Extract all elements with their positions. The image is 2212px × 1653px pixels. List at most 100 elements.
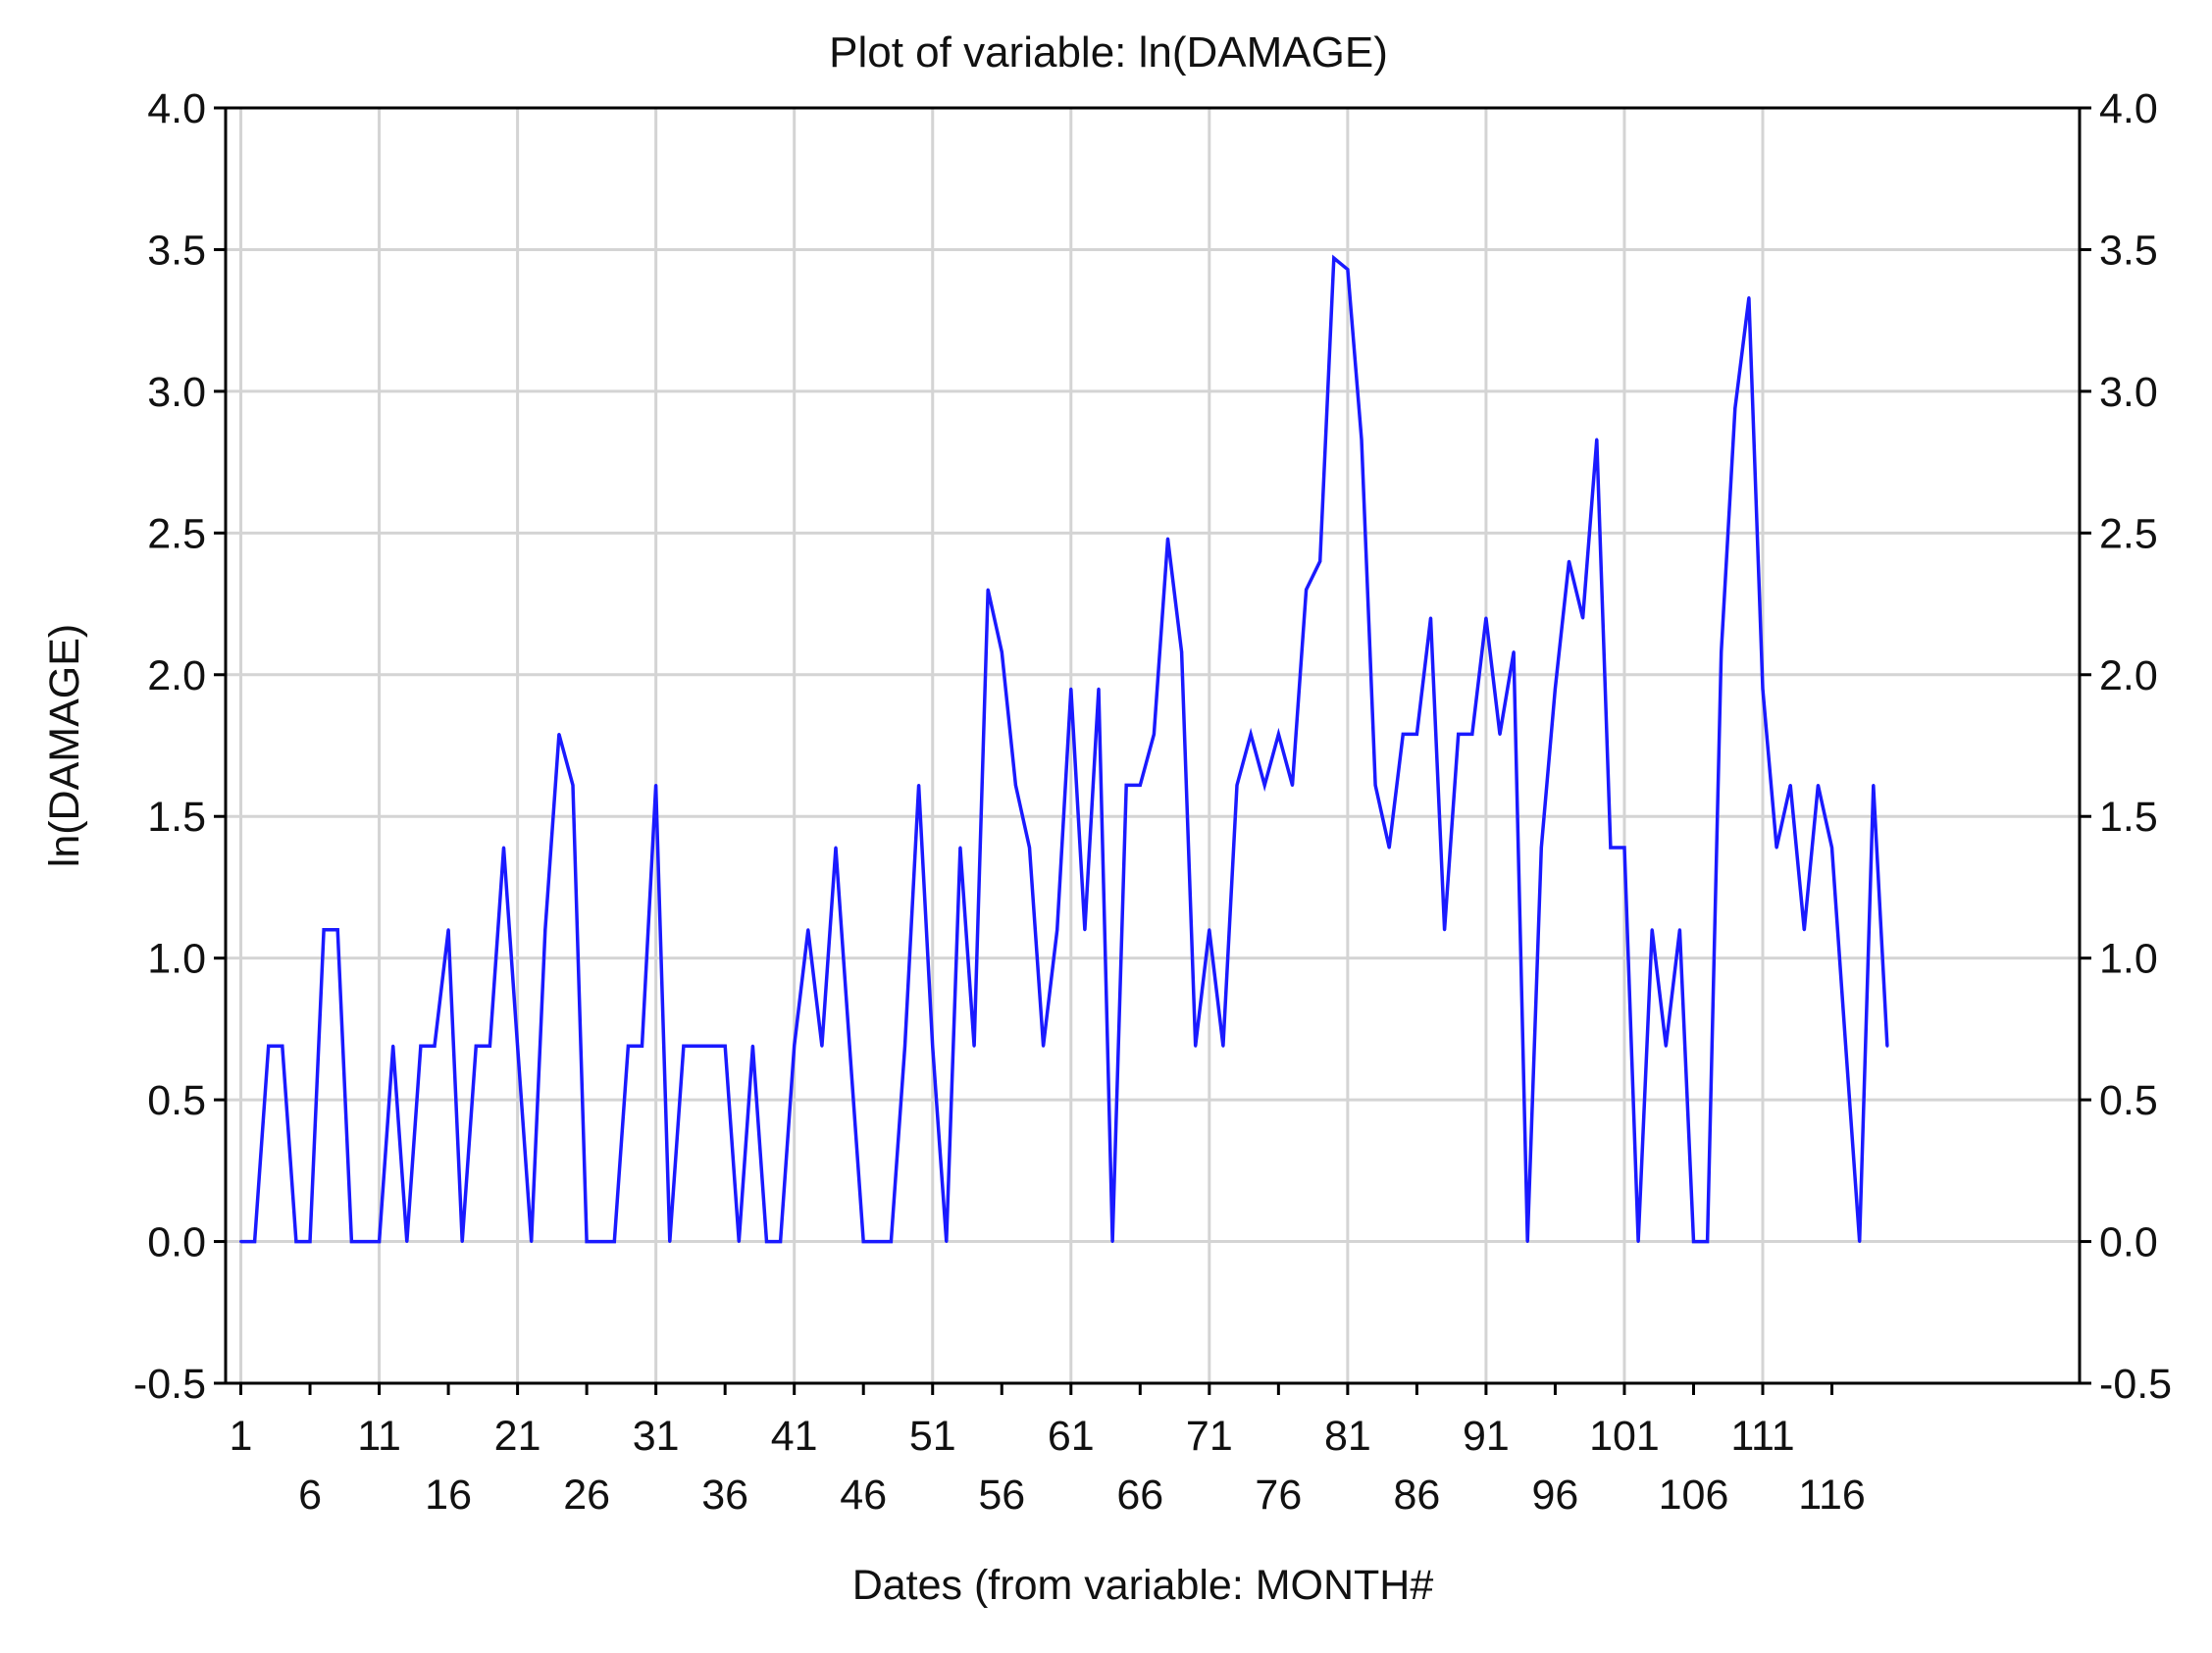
data-point [405,1240,409,1244]
data-point [1816,783,1820,787]
data-point [1124,783,1128,787]
data-point [1733,406,1737,410]
data-point [1872,783,1876,787]
data-point [834,846,838,850]
data-point [1097,687,1101,691]
y-tick-label-right: 0.5 [2099,1077,2158,1124]
x-tick-label: 61 [1048,1413,1095,1460]
data-point [598,1240,602,1244]
data-point [460,1240,464,1244]
data-point [1581,616,1585,620]
data-point [820,1044,824,1048]
data-point [1568,559,1571,563]
grid [226,108,2080,1383]
x-tick-label: 31 [633,1413,680,1460]
series-layer [239,254,1889,1244]
data-point [1691,1240,1695,1244]
y-tick-label-right: 0.0 [2099,1219,2158,1266]
data-point [1332,256,1336,260]
data-point [1595,438,1599,441]
data-point [903,1044,907,1048]
data-point [419,1044,423,1048]
data-point [945,1240,949,1244]
data-point [695,1044,699,1048]
y-tick-label-right: 4.0 [2099,85,2158,132]
x-tick-label: 41 [771,1413,818,1460]
data-point [571,783,575,787]
data-point [793,1044,797,1048]
x-tick-label: 76 [1255,1472,1302,1519]
y-tick-label-right: 2.5 [2099,510,2158,557]
data-point [1609,846,1613,850]
data-point [1013,783,1017,787]
y-tick-label-left: 4.0 [147,85,206,132]
y-tick-label-left: 1.5 [147,794,206,841]
x-tick-label: 116 [1798,1472,1866,1519]
data-point [530,1240,534,1244]
data-point [1262,783,1266,787]
data-point [750,1044,754,1048]
x-tick-label: 36 [701,1472,748,1519]
data-point [654,783,658,787]
data-point [1720,650,1723,654]
data-point [1401,732,1405,736]
data-point [1083,928,1087,932]
data-point [1512,650,1516,654]
data-point [875,1240,879,1244]
data-point [1677,928,1681,932]
data-point [1415,732,1418,736]
data-point [1553,687,1557,691]
data-point [557,732,561,736]
x-tick-label: 111 [1730,1413,1794,1460]
y-tick-label-left: 0.0 [147,1219,206,1266]
data-point [682,1044,686,1048]
y-tick-label-left: 3.0 [147,369,206,416]
data-point [931,1044,935,1048]
data-point [626,1044,630,1048]
data-point [391,1044,395,1048]
data-point [1885,1044,1889,1048]
data-point [378,1240,382,1244]
data-point [1221,1044,1225,1048]
data-point [972,1044,976,1048]
data-point [917,783,921,787]
x-tick-label: 91 [1463,1413,1510,1460]
data-point [1276,732,1280,736]
data-point [1525,1240,1529,1244]
data-point [1305,588,1309,592]
data-point [363,1240,367,1244]
x-tick-label: 56 [978,1472,1025,1519]
x-tick-label: 46 [840,1472,887,1519]
data-point [1802,928,1806,932]
data-point [889,1240,893,1244]
y-tick-label-right: -0.5 [2099,1361,2172,1408]
data-point [861,1240,865,1244]
y-tick-label-left: 1.0 [147,936,206,983]
data-point [1844,1044,1848,1048]
data-point [253,1240,257,1244]
data-point [1249,732,1253,736]
data-point [764,1240,768,1244]
y-tick-label-left: -0.5 [133,1361,206,1408]
y-tick-label-left: 2.5 [147,510,206,557]
y-axis-right: -0.5 0.0 0.5 1.0 1.5 2.0 2.5 3.0 3.5 4.0 [2080,85,2172,1408]
data-point [612,1240,616,1244]
y-axis-label: ln(DAMAGE) [41,624,88,867]
plot-frame [224,106,2082,1385]
data-point [806,928,810,932]
data-point [543,928,547,932]
y-tick-label-left: 2.0 [147,652,206,699]
data-point [779,1240,783,1244]
data-point [1484,616,1488,620]
x-tick-label: 106 [1659,1472,1729,1519]
data-point [502,846,505,850]
x-tick-label: 51 [909,1413,956,1460]
y-tick-label-left: 3.5 [147,227,206,274]
data-point [585,1240,589,1244]
y-axis-left: -0.5 0.0 0.5 1.0 1.5 2.0 2.5 3.0 3.5 4.0 [133,85,226,1408]
data-point [1166,537,1170,541]
x-tick-label: 96 [1532,1472,1579,1519]
series-line [240,254,1889,1244]
